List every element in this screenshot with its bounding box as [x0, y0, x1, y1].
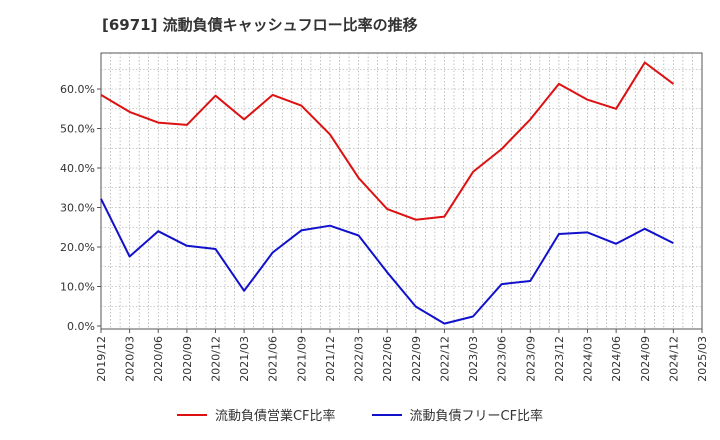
x-tick-label: 2024/06 — [610, 336, 623, 382]
y-axis-tick-labels: 0.0% 10.0% 20.0% 30.0% 40.0% 50.0% 60.0% — [60, 83, 101, 333]
x-tick-label: 2020/06 — [152, 336, 165, 382]
x-tick-label: 2020/12 — [209, 336, 222, 382]
x-tick-label: 2023/06 — [496, 336, 509, 382]
legend-label-series-0: 流動負債営業CF比率 — [214, 409, 336, 424]
y-tick-label: 50.0% — [60, 123, 95, 136]
y-tick-label: 0.0% — [67, 320, 95, 333]
series-lines — [100, 61, 674, 325]
y-tick-label: 30.0% — [60, 202, 95, 215]
x-tick-label: 2019/12 — [95, 336, 108, 382]
horizontal-gridlines — [101, 68, 702, 307]
x-tick-label: 2020/09 — [181, 336, 194, 382]
x-tick-label: 2020/03 — [124, 336, 137, 382]
y-tick-label: 40.0% — [60, 162, 95, 175]
plot-area — [100, 52, 703, 330]
x-tick-label: 2022/12 — [438, 336, 451, 382]
legend-swatch-series-1 — [371, 413, 402, 416]
x-tick-label: 2023/09 — [524, 336, 537, 382]
x-tick-label: 2021/09 — [295, 336, 308, 382]
x-tick-label: 2022/06 — [381, 336, 394, 382]
x-tick-label: 2025/03 — [696, 336, 709, 382]
x-tick-label: 2024/03 — [582, 336, 595, 382]
chart-title: [6971] 流動負債キャッシュフロー比率の推移 — [102, 16, 418, 34]
x-tick-label: 2021/03 — [238, 336, 251, 382]
legend: 流動負債営業CF比率 流動負債フリーCF比率 — [0, 405, 720, 424]
y-tick-label: 20.0% — [60, 241, 95, 254]
x-tick-label: 2023/12 — [553, 336, 566, 382]
x-tick-label: 2023/03 — [467, 336, 480, 382]
x-tick-label: 2021/12 — [324, 336, 337, 382]
y-tick-label: 60.0% — [60, 83, 95, 96]
legend-swatch-series-0 — [176, 413, 207, 416]
x-tick-label: 2024/12 — [667, 336, 680, 382]
legend-item-series-1: 流動負債フリーCF比率 — [371, 405, 544, 424]
x-tick-label: 2024/09 — [639, 336, 652, 382]
x-tick-label: 2021/06 — [267, 336, 280, 382]
y-tick-label: 10.0% — [60, 281, 95, 294]
legend-item-series-0: 流動負債営業CF比率 — [176, 405, 336, 424]
x-axis-tick-labels: 2019/12 2020/03 2020/06 2020/09 2020/12 2021/… — [95, 329, 709, 382]
x-tick-label: 2022/09 — [410, 336, 423, 382]
x-tick-label: 2022/03 — [353, 336, 366, 382]
legend-label-series-1: 流動負債フリーCF比率 — [409, 409, 544, 424]
